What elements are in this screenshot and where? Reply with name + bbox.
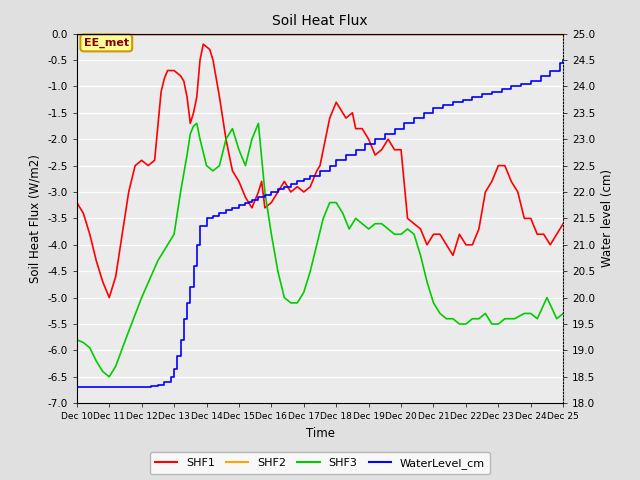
SHF1: [268, 200, 275, 205]
SHF1: [206, 47, 214, 52]
Text: EE_met: EE_met: [84, 38, 129, 48]
WaterLevel_cm: [186, 284, 194, 290]
WaterLevel_cm: [193, 242, 200, 248]
WaterLevel_cm: [300, 176, 308, 181]
X-axis label: Time: Time: [305, 427, 335, 440]
SHF1: [164, 68, 172, 73]
WaterLevel_cm: [73, 384, 81, 390]
SHF3: [378, 221, 385, 227]
SHF2: [73, 31, 81, 36]
Line: WaterLevel_cm: WaterLevel_cm: [77, 60, 563, 387]
SHF3: [106, 374, 113, 380]
SHF1: [468, 242, 476, 248]
SHF1: [200, 41, 207, 47]
SHF1: [106, 295, 113, 300]
WaterLevel_cm: [488, 89, 496, 95]
SHF3: [520, 311, 528, 316]
SHF1: [73, 200, 81, 205]
WaterLevel_cm: [332, 157, 340, 163]
Legend: SHF1, SHF2, SHF3, WaterLevel_cm: SHF1, SHF2, SHF3, WaterLevel_cm: [150, 453, 490, 474]
WaterLevel_cm: [559, 57, 567, 63]
SHF3: [559, 311, 567, 316]
SHF3: [86, 345, 93, 350]
Line: SHF3: SHF3: [77, 123, 563, 377]
SHF3: [193, 120, 200, 126]
Line: SHF1: SHF1: [77, 44, 563, 298]
SHF3: [543, 295, 551, 300]
SHF1: [313, 168, 321, 174]
SHF3: [326, 200, 333, 205]
SHF3: [73, 337, 81, 343]
Y-axis label: Water level (cm): Water level (cm): [601, 169, 614, 267]
Title: Soil Heat Flux: Soil Heat Flux: [272, 14, 368, 28]
SHF1: [183, 94, 191, 100]
Y-axis label: Soil Heat Flux (W/m2): Soil Heat Flux (W/m2): [29, 154, 42, 283]
SHF3: [177, 189, 184, 195]
SHF1: [559, 221, 567, 227]
SHF2: [106, 31, 113, 36]
WaterLevel_cm: [235, 203, 243, 208]
